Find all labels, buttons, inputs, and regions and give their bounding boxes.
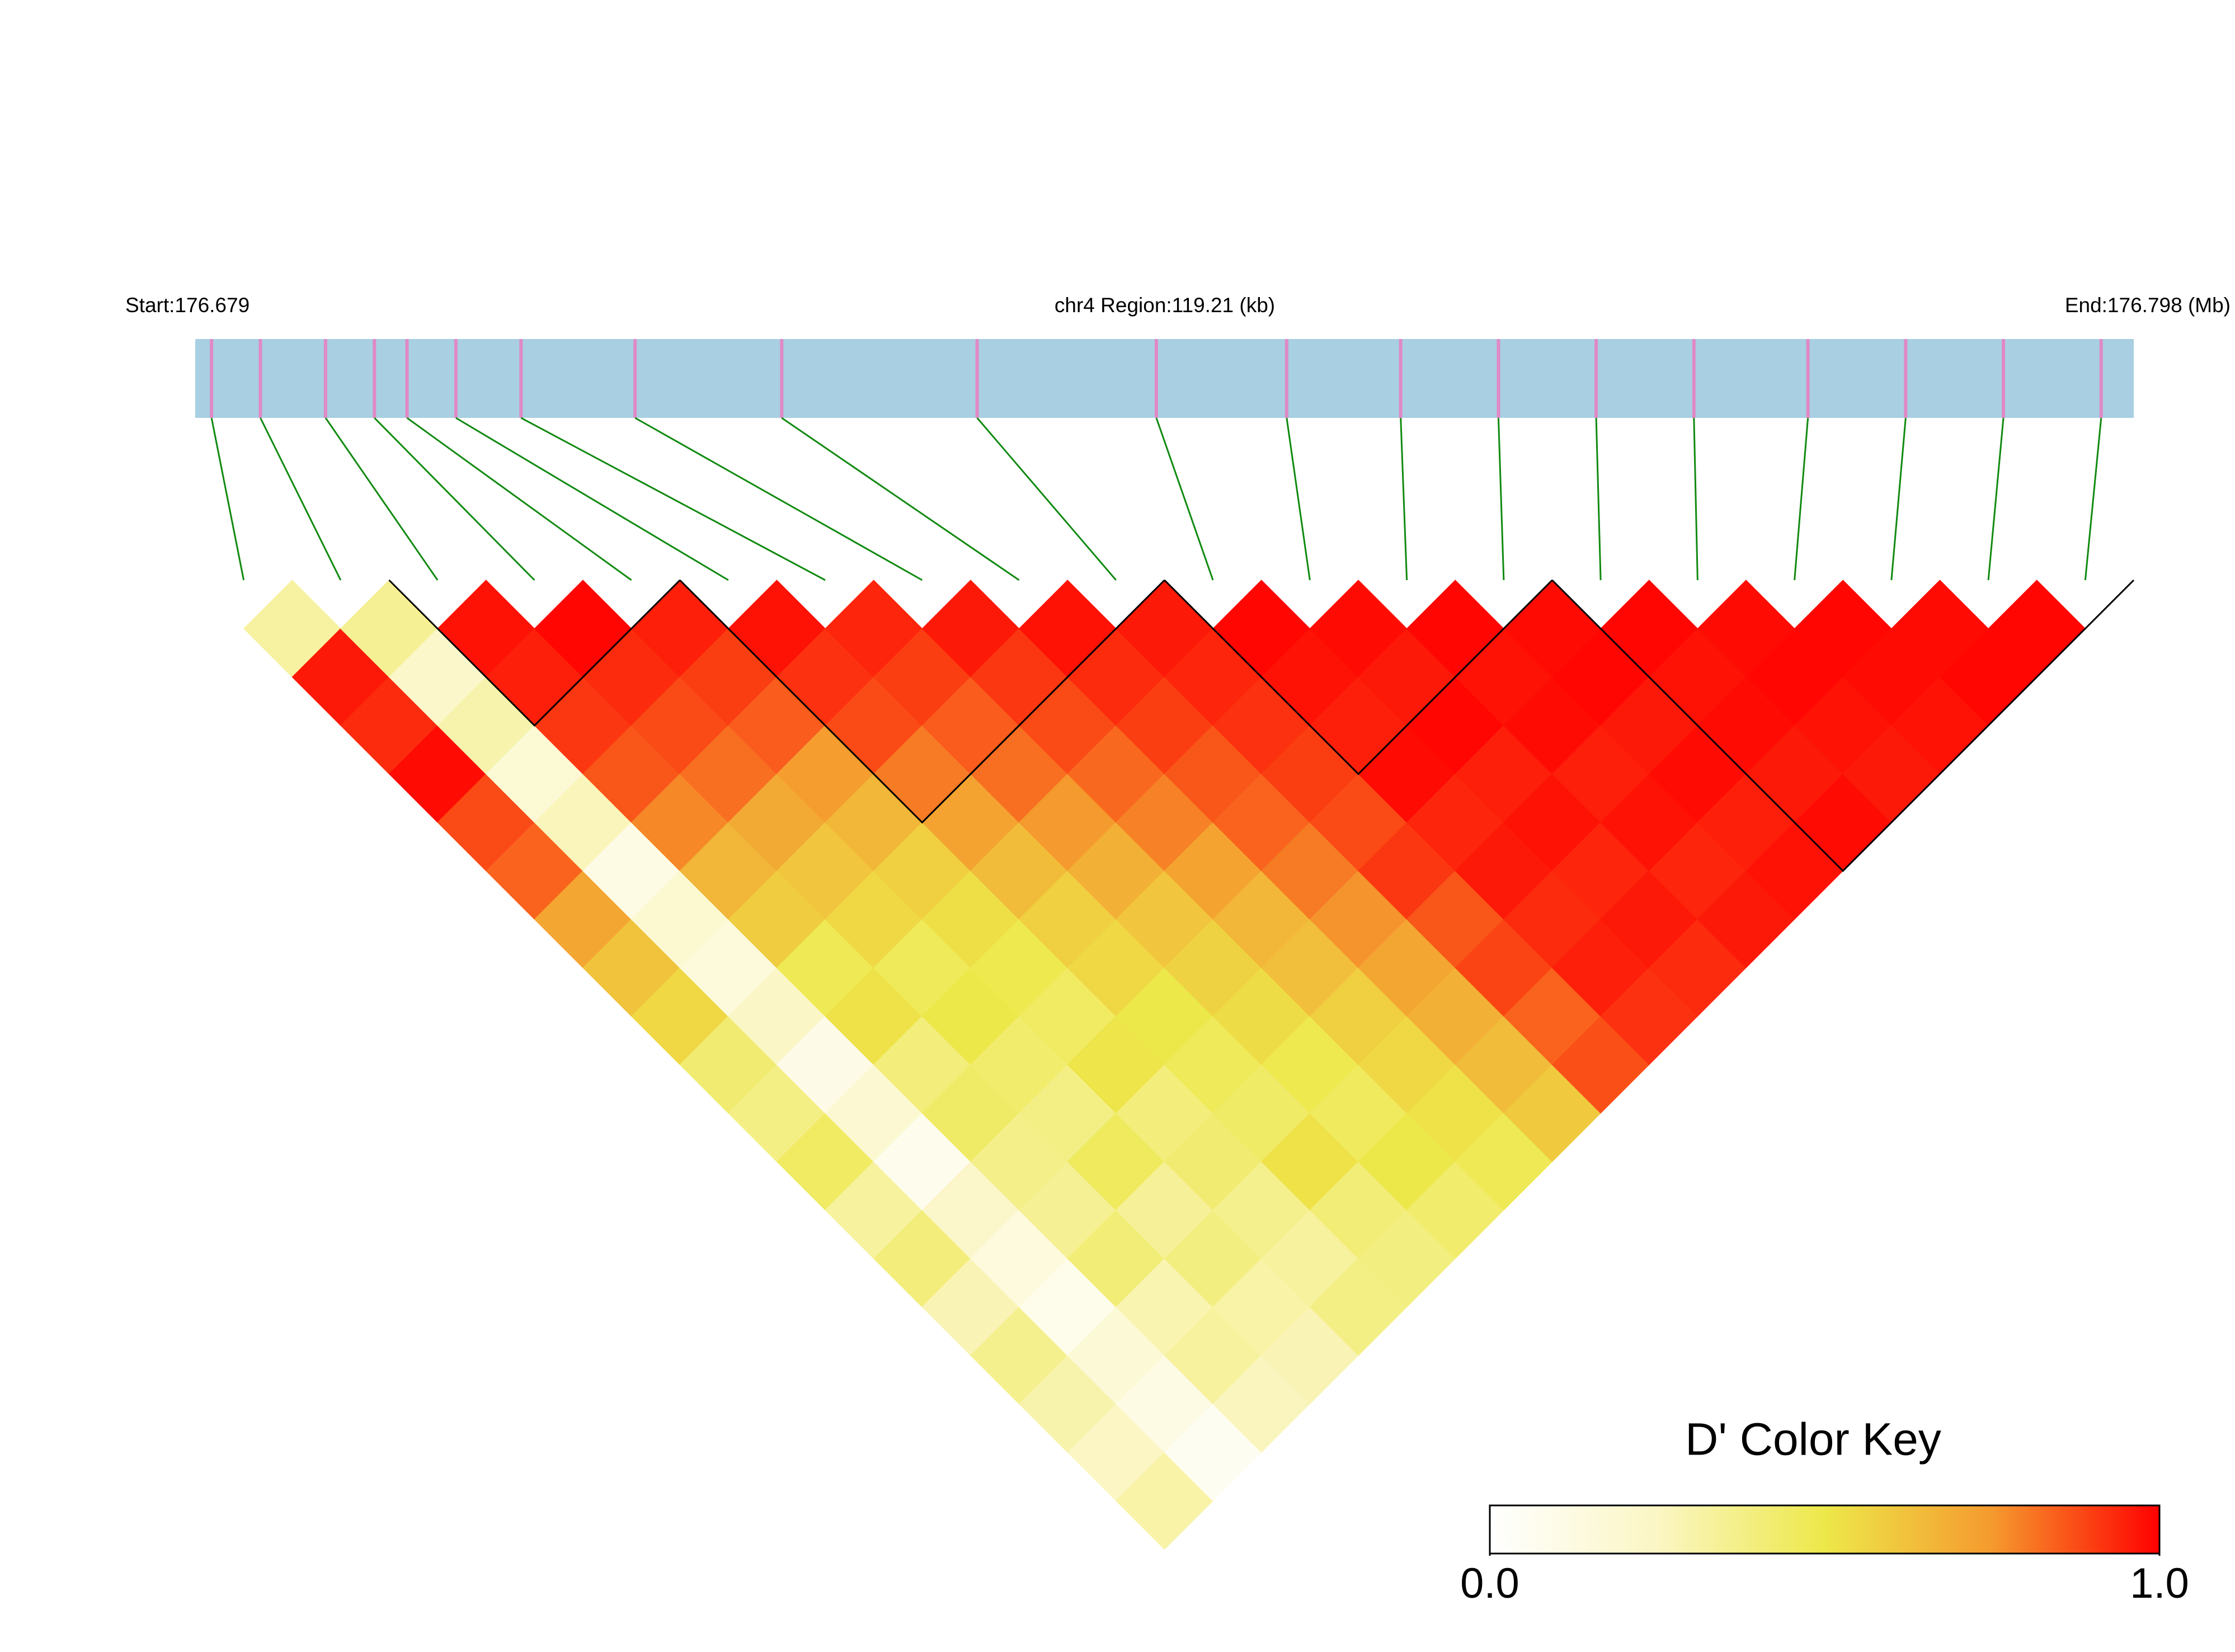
snp-link	[1400, 417, 1408, 581]
snp-link	[1693, 417, 1698, 581]
snp-link	[260, 417, 342, 581]
snp-link	[210, 417, 245, 581]
snp-link	[1497, 417, 1505, 581]
color-key-title: D' Color Key	[1685, 1414, 1941, 1465]
color-key-tick-label: 0.0	[1460, 1560, 1519, 1607]
snp-link	[406, 417, 632, 581]
color-key-tick-label: 1.0	[2130, 1560, 2189, 1607]
region-label: chr4 Region:119.21 (kb)	[1055, 294, 1275, 317]
snp-link	[976, 417, 1117, 581]
snp-link	[374, 417, 535, 581]
ld-block-outline	[1164, 579, 1553, 775]
snp-link	[455, 417, 729, 581]
color-key-bar	[1489, 1504, 2161, 1555]
snp-link	[1987, 417, 2005, 581]
snp-link	[1155, 417, 1214, 581]
snp-link	[634, 417, 923, 581]
end-label: End:176.798 (Mb)	[2065, 294, 2231, 317]
start-label: Start:176.679	[125, 294, 250, 317]
ld-block-outline	[388, 579, 681, 727]
snp-link	[1595, 417, 1602, 581]
snp-link	[1890, 417, 1907, 581]
snp-link	[1286, 417, 1311, 581]
snp-link	[781, 417, 1020, 581]
ld-block-outline	[679, 579, 1165, 824]
snp-link	[1794, 417, 1809, 581]
snp-link	[520, 417, 826, 581]
snp-link	[324, 417, 439, 581]
region-bar	[195, 339, 2134, 418]
snp-link	[2084, 417, 2102, 581]
ld-block-outline	[1551, 579, 2135, 872]
